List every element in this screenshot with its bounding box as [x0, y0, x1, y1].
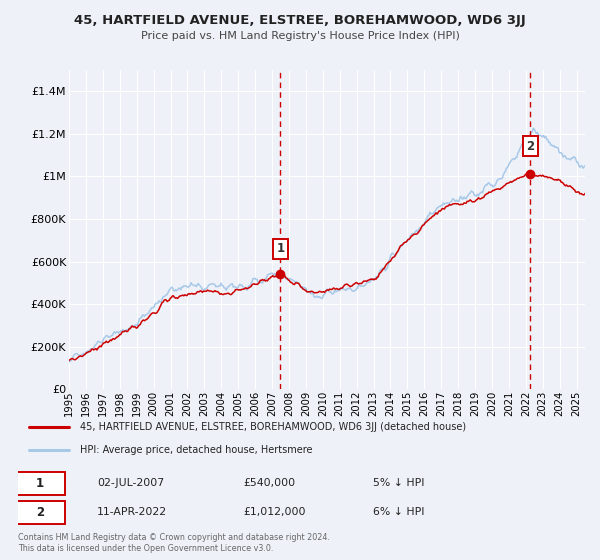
Text: HPI: Average price, detached house, Hertsmere: HPI: Average price, detached house, Hert… [80, 445, 313, 455]
Text: £1,012,000: £1,012,000 [244, 507, 306, 517]
Text: 6% ↓ HPI: 6% ↓ HPI [373, 507, 425, 517]
Text: 11-APR-2022: 11-APR-2022 [97, 507, 167, 517]
Text: 2: 2 [36, 506, 44, 519]
Text: 45, HARTFIELD AVENUE, ELSTREE, BOREHAMWOOD, WD6 3JJ (detached house): 45, HARTFIELD AVENUE, ELSTREE, BOREHAMWO… [80, 422, 466, 432]
FancyBboxPatch shape [15, 472, 65, 494]
Text: £540,000: £540,000 [244, 478, 296, 488]
Text: Contains HM Land Registry data © Crown copyright and database right 2024.
This d: Contains HM Land Registry data © Crown c… [18, 533, 330, 553]
Text: 2: 2 [526, 139, 535, 153]
Text: 1: 1 [36, 477, 44, 490]
FancyBboxPatch shape [15, 501, 65, 524]
Text: 02-JUL-2007: 02-JUL-2007 [97, 478, 164, 488]
Text: Price paid vs. HM Land Registry's House Price Index (HPI): Price paid vs. HM Land Registry's House … [140, 31, 460, 41]
Text: 45, HARTFIELD AVENUE, ELSTREE, BOREHAMWOOD, WD6 3JJ: 45, HARTFIELD AVENUE, ELSTREE, BOREHAMWO… [74, 14, 526, 27]
Text: 1: 1 [277, 242, 284, 255]
Text: 5% ↓ HPI: 5% ↓ HPI [373, 478, 425, 488]
